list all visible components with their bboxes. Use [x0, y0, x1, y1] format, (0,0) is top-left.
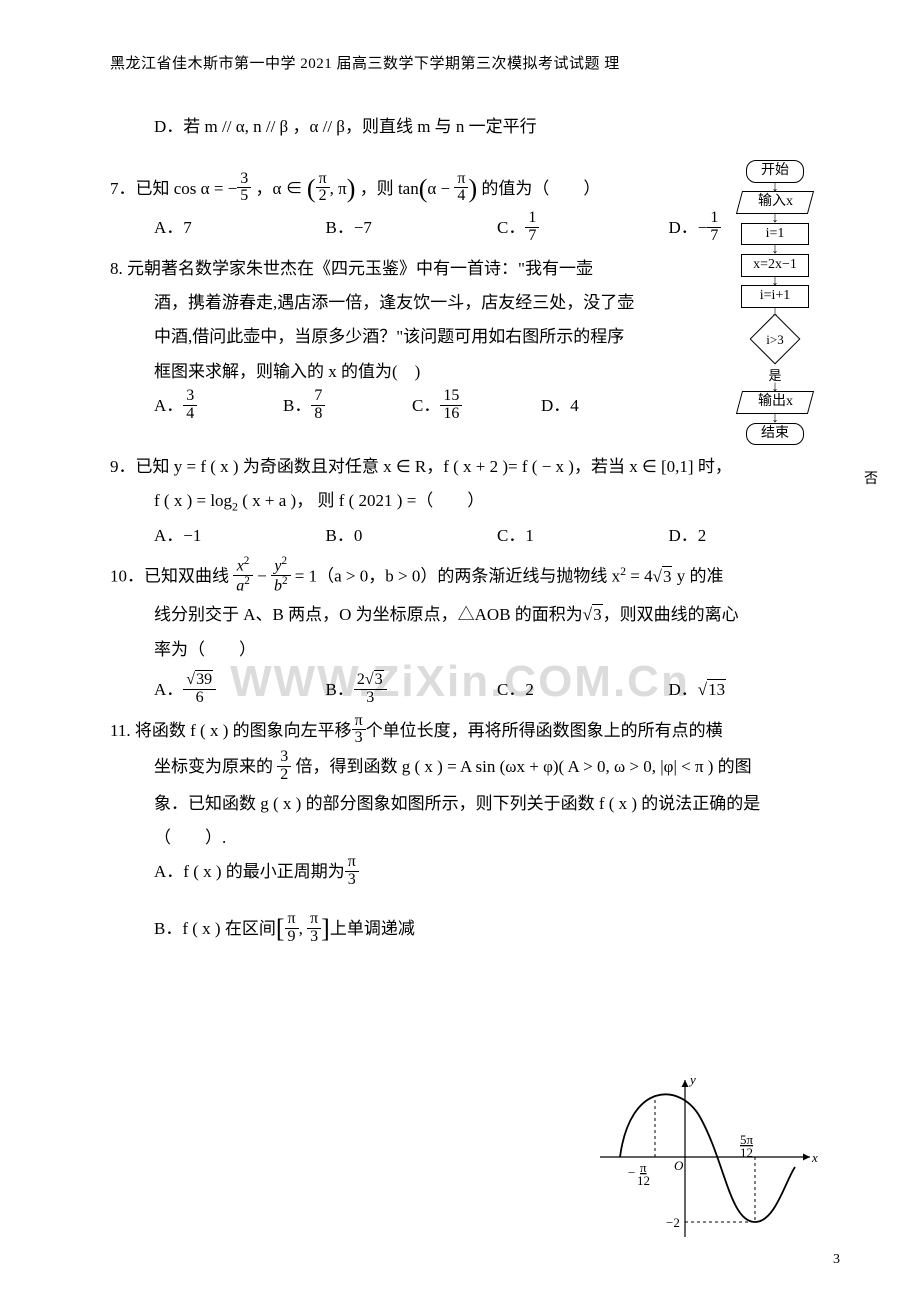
q11-stem3: 象．已知函数 g ( x ) 的部分图象如图所示，则下列关于函数 f ( x )… [110, 788, 840, 820]
content-body: D．若 m // α, n // β ，α // β，则直线 m 与 n 一定平… [110, 111, 840, 951]
svg-text:O: O [674, 1158, 684, 1173]
q8-stem3: 中酒,借问此壶中，当原多少酒？"该问题可用如右图所示的程序 [110, 321, 840, 353]
q11-stem2: 坐标变为原来的 32 倍，得到函数 g ( x ) = A sin (ωx + … [110, 751, 840, 786]
q10-options: A．396 B．233 C．2 D．13 [110, 674, 840, 709]
q9-stem1: 9．已知 y = f ( x ) 为奇函数且对任意 x ∈ R，f ( x + … [110, 451, 840, 483]
q11-optB: B．f ( x ) 在区间[π9, π3]上单调递减 [110, 901, 840, 950]
page-number: 3 [833, 1247, 840, 1274]
svg-text:−2: −2 [666, 1215, 680, 1230]
q8-stem1: 8. 元朝著名数学家朱世杰在《四元玉鉴》中有一首诗："我有一壶 [110, 253, 840, 285]
q11-stem4: （ ）. [110, 822, 840, 854]
svg-text:−: − [628, 1165, 635, 1180]
q8-stem2: 酒，携着游春走,遇店添一倍，逢友饮一斗，店友经三处，没了壶 [110, 287, 840, 319]
q11-optA: A．f ( x ) 的最小正周期为π3 [110, 856, 840, 891]
q8-options: A．34 B．78 C．1516 D．4 [110, 390, 840, 425]
svg-text:x: x [811, 1150, 818, 1165]
q9-stem2: f ( x ) = log2 ( x + a )， 则 f ( 2021 ) =… [110, 485, 840, 518]
q10-stem1: 10．已知双曲线 x2a2 − y2b2 = 1（a > 0，b > 0）的两条… [110, 558, 840, 597]
q10-stem3: 率为（ ） [110, 634, 840, 666]
svg-text:12: 12 [637, 1173, 650, 1188]
q6-option-d: D．若 m // α, n // β ，α // β，则直线 m 与 n 一定平… [110, 111, 840, 143]
q10-stem2: 线分别交于 A、B 两点，O 为坐标原点，△AOB 的面积为3，则双曲线的离心 [110, 599, 840, 631]
q11-stem1: 11. 将函数 f ( x ) 的图象向左平移π3个单位长度，再将所得函数图象上… [110, 715, 840, 750]
svg-text:y: y [688, 1072, 696, 1087]
fc-no-label: 否 [864, 472, 878, 489]
q7-options: A．7 B．−7 C．17 D．−17 [110, 212, 840, 247]
q11-graph: x y O − π 12 5π 12 −2 [590, 1072, 820, 1242]
page-header: 黑龙江省佳木斯市第一中学 2021 届高三数学下学期第三次模拟考试试题 理 [110, 50, 840, 79]
svg-text:12: 12 [740, 1145, 753, 1160]
q7-stem: 7．已知 cos α = −35 ，α ∈ (π2, π) ，则 tan(α −… [110, 161, 840, 210]
q8-stem4: 框图来求解，则输入的 x 的值为( ) [110, 356, 840, 388]
q9-options: A．−1 B．0 C．1 D．2 [110, 520, 840, 552]
